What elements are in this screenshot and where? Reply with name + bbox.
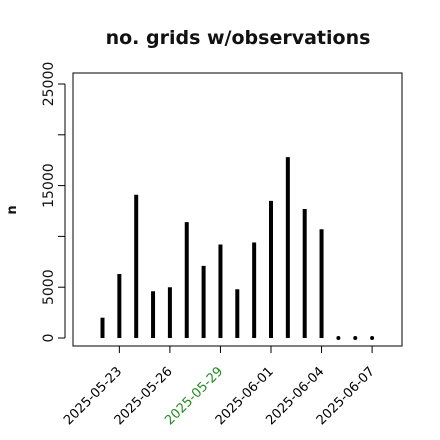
zero-marker [336, 336, 341, 340]
y-axis: 0 5000 15000 25000 [41, 62, 66, 343]
y-tick-label: 5000 [41, 269, 57, 305]
y-tick-label: 15000 [41, 163, 57, 208]
x-axis: 2025-05-232025-05-262025-05-292025-06-01… [61, 345, 378, 428]
y-tick-label: 0 [41, 334, 57, 343]
chart-title: no. grids w/observations [106, 27, 371, 49]
bars [100, 157, 375, 340]
y-axis-label: n [5, 205, 20, 214]
y-tick-label: 25000 [41, 62, 57, 107]
zero-marker [370, 336, 375, 340]
zero-marker [353, 336, 358, 340]
